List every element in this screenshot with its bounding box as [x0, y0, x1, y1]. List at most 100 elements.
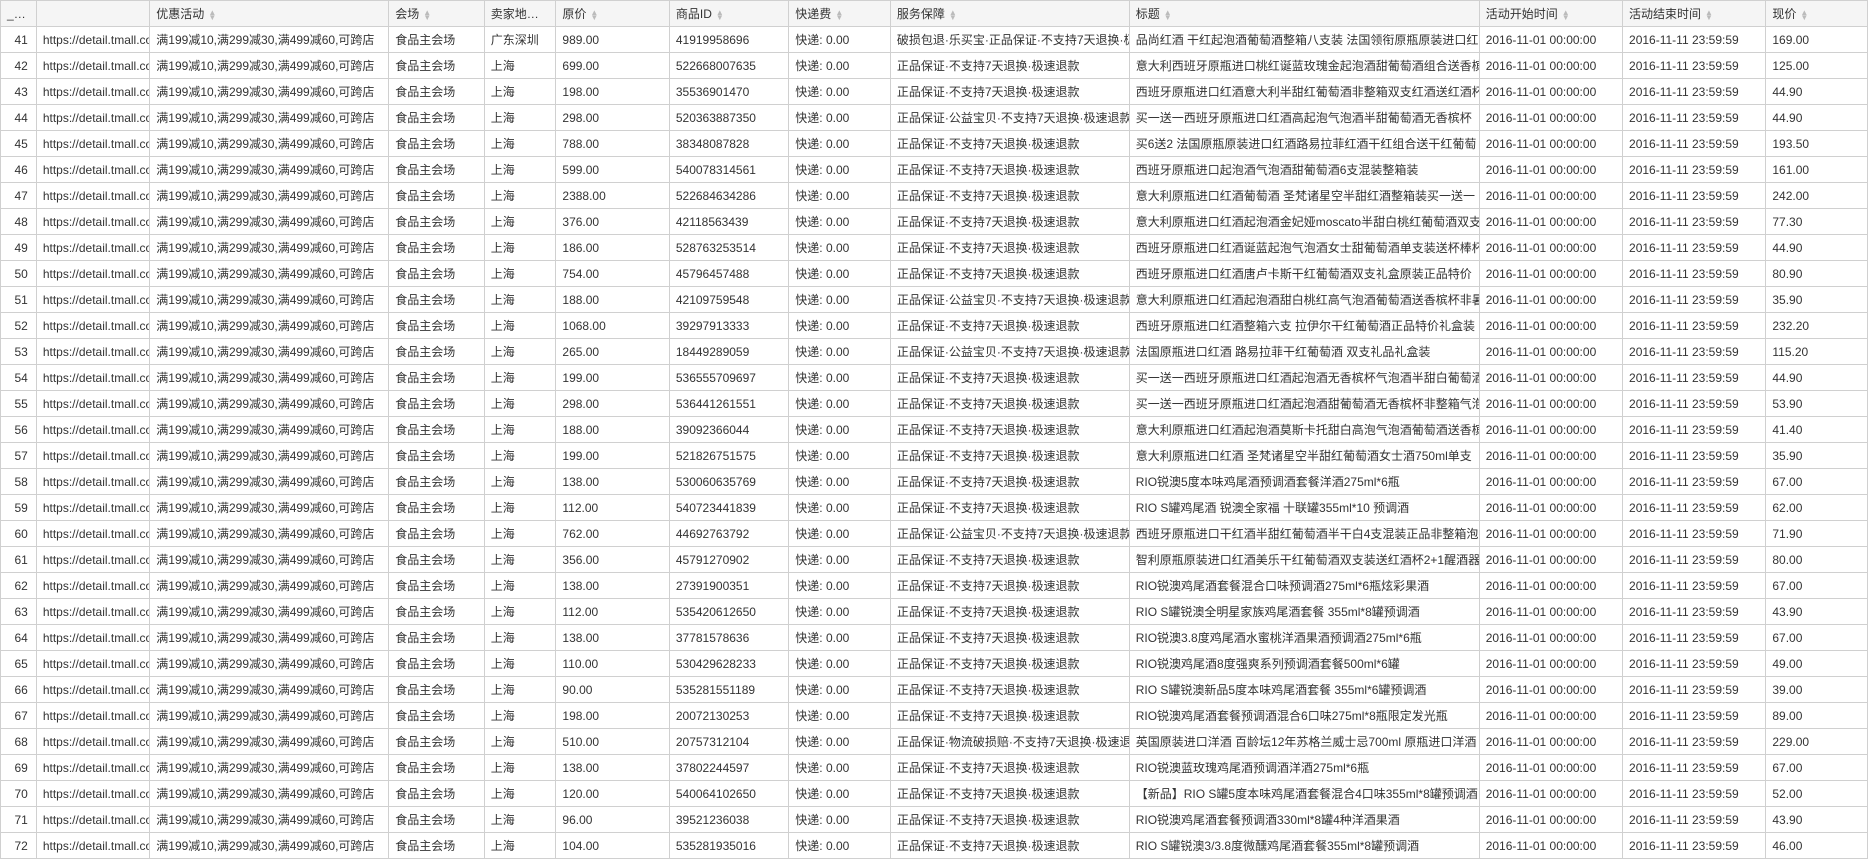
cell-venue: 食品主会场: [389, 183, 485, 209]
table-row[interactable]: 43https://detail.tmall.com满199减10,满299减3…: [1, 79, 1868, 105]
table-row[interactable]: 48https://detail.tmall.com满199减10,满299减3…: [1, 209, 1868, 235]
cell-price: 138.00: [556, 755, 669, 781]
cell-venue: 食品主会场: [389, 209, 485, 235]
column-header-addr[interactable]: 卖家地址▲▼: [484, 1, 556, 27]
column-header-service[interactable]: 服务保障▲▼: [890, 1, 1129, 27]
cell-link: https://detail.tmall.com: [36, 807, 149, 833]
sort-icon[interactable]: ▲▼: [949, 10, 957, 20]
cell-pid: 37781578636: [669, 625, 788, 651]
table-row[interactable]: 67https://detail.tmall.com满199减10,满299减3…: [1, 703, 1868, 729]
table-row[interactable]: 58https://detail.tmall.com满199减10,满299减3…: [1, 469, 1868, 495]
cell-ship: 快递: 0.00: [789, 131, 891, 157]
column-header-price[interactable]: 原价▲▼: [556, 1, 669, 27]
table-row[interactable]: 49https://detail.tmall.com满199减10,满299减3…: [1, 235, 1868, 261]
table-row[interactable]: 50https://detail.tmall.com满199减10,满299减3…: [1, 261, 1868, 287]
sort-icon[interactable]: ▲▼: [1800, 10, 1808, 20]
table-row[interactable]: 45https://detail.tmall.com满199减10,满299减3…: [1, 131, 1868, 157]
table-row[interactable]: 60https://detail.tmall.com满199减10,满299减3…: [1, 521, 1868, 547]
table-row[interactable]: 44https://detail.tmall.com满199减10,满299减3…: [1, 105, 1868, 131]
sort-icon[interactable]: ▲▼: [1705, 10, 1713, 20]
table-row[interactable]: 70https://detail.tmall.com满199减10,满299减3…: [1, 781, 1868, 807]
table-row[interactable]: 59https://detail.tmall.com满199减10,满299减3…: [1, 495, 1868, 521]
cell-venue: 食品主会场: [389, 105, 485, 131]
cell-title: 买一送一西班牙原瓶进口红酒起泡酒无香槟杯气泡酒半甜白葡萄酒: [1129, 365, 1479, 391]
table-row[interactable]: 55https://detail.tmall.com满199减10,满299减3…: [1, 391, 1868, 417]
sort-icon[interactable]: ▲▼: [590, 10, 598, 20]
table-row[interactable]: 53https://detail.tmall.com满199减10,满299减3…: [1, 339, 1868, 365]
cell-venue: 食品主会场: [389, 573, 485, 599]
column-header-title[interactable]: 标题▲▼: [1129, 1, 1479, 27]
table-row[interactable]: 47https://detail.tmall.com满199减10,满299减3…: [1, 183, 1868, 209]
cell-pid: 18449289059: [669, 339, 788, 365]
cell-title: RIO S罐锐澳全明星家族鸡尾酒套餐 355ml*8罐预调酒: [1129, 599, 1479, 625]
table-row[interactable]: 72https://detail.tmall.com满199减10,满299减3…: [1, 833, 1868, 859]
cell-link: https://detail.tmall.com: [36, 729, 149, 755]
cell-promo: 满199减10,满299减30,满499减60,可跨店: [150, 131, 389, 157]
column-header-pid[interactable]: 商品ID▲▼: [669, 1, 788, 27]
cell-service: 正品保证·不支持7天退换·极速退款: [890, 131, 1129, 157]
table-row[interactable]: 62https://detail.tmall.com满199减10,满299减3…: [1, 573, 1868, 599]
cell-service: 正品保证·不支持7天退换·极速退款: [890, 417, 1129, 443]
cell-addr: 上海: [484, 261, 556, 287]
cell-price: 198.00: [556, 703, 669, 729]
table-row[interactable]: 61https://detail.tmall.com满199减10,满299减3…: [1, 547, 1868, 573]
cell-start: 2016-11-01 00:00:00: [1479, 365, 1622, 391]
column-header-id[interactable]: _id▲▼: [1, 1, 37, 27]
cell-price: 2388.00: [556, 183, 669, 209]
table-row[interactable]: 56https://detail.tmall.com满199减10,满299减3…: [1, 417, 1868, 443]
column-header-end[interactable]: 活动结束时间▲▼: [1623, 1, 1766, 27]
cell-end: 2016-11-11 23:59:59: [1623, 27, 1766, 53]
table-row[interactable]: 54https://detail.tmall.com满199减10,满299减3…: [1, 365, 1868, 391]
cell-link: https://detail.tmall.com: [36, 443, 149, 469]
cell-start: 2016-11-01 00:00:00: [1479, 105, 1622, 131]
cell-promo: 满199减10,满299减30,满499减60,可跨店: [150, 391, 389, 417]
table-row[interactable]: 68https://detail.tmall.com满199减10,满299减3…: [1, 729, 1868, 755]
column-header-link[interactable]: [36, 1, 149, 27]
cell-link: https://detail.tmall.com: [36, 313, 149, 339]
table-row[interactable]: 64https://detail.tmall.com满199减10,满299减3…: [1, 625, 1868, 651]
column-header-start[interactable]: 活动开始时间▲▼: [1479, 1, 1622, 27]
sort-icon[interactable]: ▲▼: [1562, 10, 1570, 20]
sort-icon[interactable]: ▲▼: [716, 10, 724, 20]
column-header-venue[interactable]: 会场▲▼: [389, 1, 485, 27]
sort-icon[interactable]: ▲▼: [423, 10, 431, 20]
table-row[interactable]: 66https://detail.tmall.com满199减10,满299减3…: [1, 677, 1868, 703]
sort-icon[interactable]: ▲▼: [1164, 10, 1172, 20]
table-row[interactable]: 46https://detail.tmall.com满199减10,满299减3…: [1, 157, 1868, 183]
cell-service: 正品保证·不支持7天退换·极速退款: [890, 391, 1129, 417]
cell-start: 2016-11-01 00:00:00: [1479, 53, 1622, 79]
column-header-promo[interactable]: 优惠活动▲▼: [150, 1, 389, 27]
table-row[interactable]: 71https://detail.tmall.com满199减10,满299减3…: [1, 807, 1868, 833]
cell-ship: 快递: 0.00: [789, 235, 891, 261]
table-row[interactable]: 41https://detail.tmall.com满199减10,满299减3…: [1, 27, 1868, 53]
table-row[interactable]: 65https://detail.tmall.com满199减10,满299减3…: [1, 651, 1868, 677]
table-row[interactable]: 52https://detail.tmall.com满199减10,满299减3…: [1, 313, 1868, 339]
table-row[interactable]: 42https://detail.tmall.com满199减10,满299减3…: [1, 53, 1868, 79]
cell-start: 2016-11-01 00:00:00: [1479, 443, 1622, 469]
sort-icon[interactable]: ▲▼: [835, 10, 843, 20]
sort-icon[interactable]: ▲▼: [208, 10, 216, 20]
sort-icon[interactable]: ▲▼: [27, 9, 35, 19]
cell-service: 正品保证·物流破损赔·不支持7天退换·极速退: [890, 729, 1129, 755]
cell-id: 45: [1, 131, 37, 157]
column-header-ship[interactable]: 快递费▲▼: [789, 1, 891, 27]
cell-promo: 满199减10,满299减30,满499减60,可跨店: [150, 287, 389, 313]
table-row[interactable]: 69https://detail.tmall.com满199减10,满299减3…: [1, 755, 1868, 781]
sort-icon[interactable]: ▲▼: [543, 10, 551, 20]
cell-end: 2016-11-11 23:59:59: [1623, 469, 1766, 495]
cell-end: 2016-11-11 23:59:59: [1623, 417, 1766, 443]
cell-venue: 食品主会场: [389, 79, 485, 105]
cell-title: 法国原瓶进口红酒 路易拉菲干红葡萄酒 双支礼品礼盒装: [1129, 339, 1479, 365]
cell-price: 138.00: [556, 625, 669, 651]
cell-id: 64: [1, 625, 37, 651]
cell-pid: 535281551189: [669, 677, 788, 703]
cell-ship: 快递: 0.00: [789, 781, 891, 807]
cell-promo: 满199减10,满299减30,满499减60,可跨店: [150, 729, 389, 755]
table-row[interactable]: 51https://detail.tmall.com满199减10,满299减3…: [1, 287, 1868, 313]
table-row[interactable]: 63https://detail.tmall.com满199减10,满299减3…: [1, 599, 1868, 625]
column-header-now[interactable]: 现价▲▼: [1766, 1, 1868, 27]
cell-link: https://detail.tmall.com: [36, 651, 149, 677]
cell-now: 39.00: [1766, 677, 1868, 703]
cell-venue: 食品主会场: [389, 651, 485, 677]
table-row[interactable]: 57https://detail.tmall.com满199减10,满299减3…: [1, 443, 1868, 469]
